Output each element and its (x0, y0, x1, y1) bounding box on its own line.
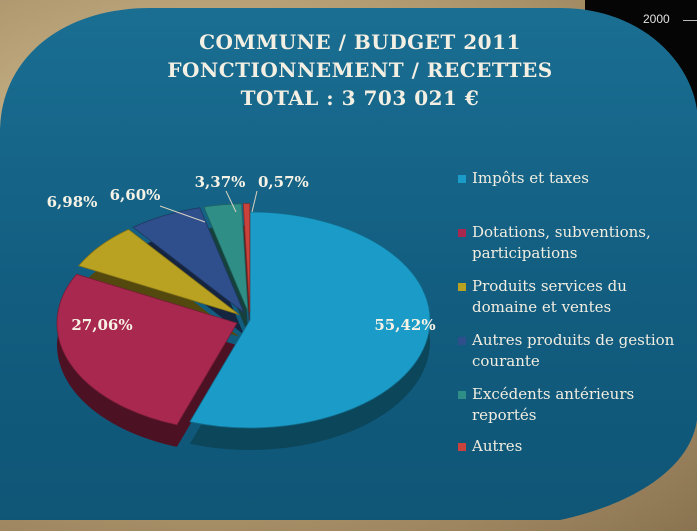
pie-leader-line (225, 190, 237, 213)
legend-item-dotations: Dotations, subventions, participations (458, 222, 687, 264)
pie-leader-line (159, 205, 206, 223)
pie-slice-excedents (203, 203, 249, 312)
legend-label-excedents: Excédents antérieurs reportés (472, 385, 635, 424)
corner-axis-tick (683, 20, 697, 21)
legend-swatch-autres (458, 443, 466, 451)
pie-slice-dotations (56, 273, 238, 426)
legend-label-autres: Autres (472, 437, 523, 455)
pie-value-label-excedents: 3,37% (195, 173, 246, 191)
chart-title-line-3: TOTAL : 3 703 021 € (240, 86, 480, 110)
legend-item-excedents: Excédents antérieurs reportés (458, 384, 687, 426)
legend-label-autres-produits: Autres produits de gestion courante (472, 331, 675, 370)
pie-slice-autres (242, 203, 251, 312)
pie-value-label-autres-produits: 6,60% (110, 186, 161, 204)
legend-item-autres: Autres (458, 436, 687, 457)
legend-item-autres-produits: Autres produits de gestion courante (458, 330, 687, 372)
legend-swatch-excedents (458, 391, 466, 399)
legend-swatch-impots (458, 175, 466, 183)
chart-title-line-2: FONCTIONNEMENT / RECETTES (167, 58, 553, 82)
legend-swatch-produits-services (458, 283, 466, 291)
corner-axis-label: 2000 (643, 12, 670, 26)
legend-item-produits-services: Produits services du domaine et ventes (458, 276, 687, 318)
legend-label-produits-services: Produits services du domaine et ventes (472, 277, 627, 316)
pie-value-label-produits-services: 6,98% (47, 193, 98, 211)
pie-value-label-dotations: 27,06% (71, 316, 132, 334)
pie-slice-produits-services (78, 229, 240, 316)
legend-item-impots: Impôts et taxes (458, 168, 687, 189)
legend-swatch-dotations (458, 229, 466, 237)
pie-slice-autres-produits (132, 207, 245, 314)
pie-slice-impots (189, 211, 431, 429)
pie-leader-line (251, 190, 258, 213)
legend-swatch-autres-produits (458, 337, 466, 345)
pie-value-label-impots: 55,42% (374, 316, 435, 334)
pie-value-label-autres: 0,57% (258, 173, 309, 191)
legend-label-dotations: Dotations, subventions, participations (472, 223, 651, 262)
chart-title-line-1: COMMUNE / BUDGET 2011 (199, 30, 521, 54)
legend-label-impots: Impôts et taxes (472, 169, 589, 187)
